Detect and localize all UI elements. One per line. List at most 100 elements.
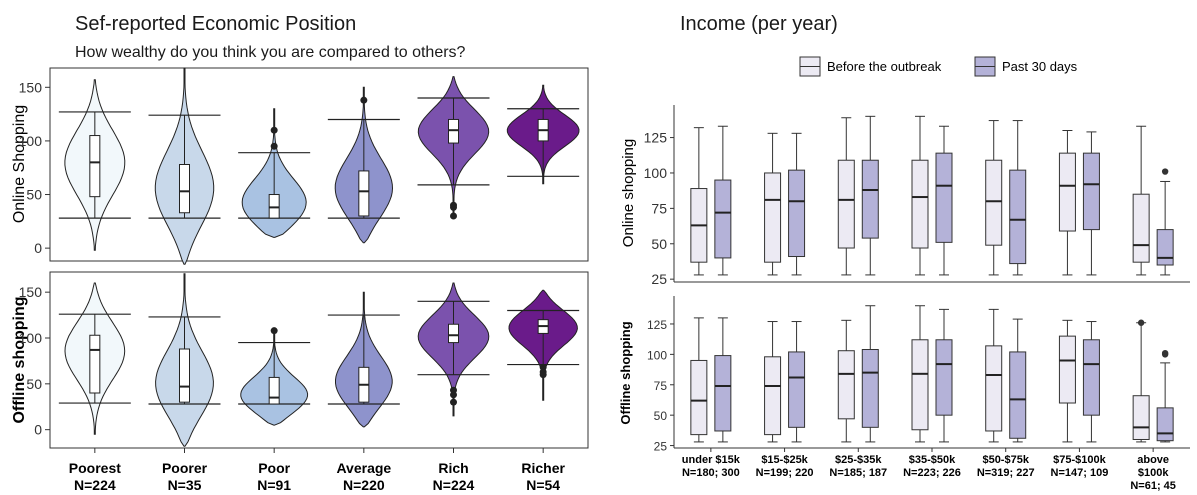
y-tick-label: 125 (644, 130, 668, 146)
y-tick-label: 150 (19, 79, 43, 95)
violin-outlier (539, 363, 547, 371)
violin-outlier (450, 386, 457, 394)
violin-outlier (450, 398, 457, 406)
category-label: $50-$75k (982, 454, 1029, 466)
category-label: $75-$100k (1053, 454, 1106, 466)
box-past30 (861, 159, 879, 239)
category-label: Rich (438, 460, 468, 476)
left-chart-subtitle: How wealthy do you think you are compare… (75, 44, 466, 61)
box-past30 (935, 339, 953, 416)
left-chart-title: Sef-reported Economic Position (75, 13, 356, 35)
box-panel-online-ylabel: Online shopping (620, 139, 637, 247)
box-before (985, 159, 1003, 246)
category-count: N=35 (168, 477, 202, 493)
box-outlier-before (1137, 319, 1145, 326)
box-past30 (788, 169, 806, 258)
category-count: N=180; 300 (682, 467, 740, 479)
legend: Before the outbreak Past 30 days (799, 56, 1078, 77)
category-label: under $15k (682, 454, 741, 466)
box-past30 (714, 179, 732, 259)
box-before (911, 339, 929, 431)
y-tick-label: 50 (26, 187, 42, 203)
category-count: N=54 (526, 477, 560, 493)
legend-label-before: Before the outbreak (827, 59, 942, 74)
violin-box (89, 135, 101, 198)
box-past30 (1082, 152, 1100, 231)
box-panel-online: Online shopping 25 50 75 100 125 (620, 105, 1190, 287)
category-label: Poor (258, 460, 290, 476)
box-past30 (1156, 407, 1174, 442)
category-label: Average (336, 460, 391, 476)
category-count: N=147; 109 (1051, 467, 1109, 479)
violin-outlier (450, 203, 457, 211)
box-outlier-past30 (1161, 349, 1169, 357)
right-chart-title: Income (per year) (680, 13, 838, 35)
box-past30 (788, 351, 806, 428)
category-label: $15-$25k (761, 454, 808, 466)
y-tick-label: 50 (654, 409, 668, 423)
y-tick-label: 100 (19, 330, 43, 346)
box-past30 (714, 355, 732, 432)
box-before (764, 356, 782, 436)
category-count: N=185; 187 (829, 467, 887, 479)
category-count: N=61; 45 (1130, 480, 1176, 492)
violin-panel-online: Online Shopping 0 50 100 150 (11, 67, 589, 265)
y-tick-label: 50 (26, 376, 42, 392)
box-past30 (861, 349, 879, 428)
y-tick-label: 75 (651, 200, 667, 216)
box-before (1132, 193, 1150, 263)
box-before (764, 172, 782, 263)
violin-panel-offline: Offline shopping 0 50 100 150 (11, 271, 589, 449)
violin-outlier (450, 212, 457, 220)
violin-outlier (270, 327, 278, 335)
box-before (1058, 152, 1076, 232)
category-count: N=224 (433, 477, 475, 493)
y-tick-label: 50 (651, 236, 667, 252)
box-outlier-past30 (1161, 168, 1169, 175)
category-count: N=224 (74, 477, 116, 493)
category-label: Poorer (162, 460, 208, 476)
violin-box (448, 323, 459, 344)
violin-outlier (360, 96, 368, 104)
violin-box (448, 118, 459, 144)
box-before (690, 359, 708, 436)
box-before (837, 350, 855, 420)
violin-panel-online-background (49, 67, 589, 262)
violin-panel-offline-background (49, 271, 589, 449)
category-count: N=220 (343, 477, 385, 493)
box-past30 (1082, 339, 1100, 416)
box-past30 (1009, 351, 1027, 439)
y-tick-label: 0 (34, 240, 42, 256)
y-tick-label: 0 (34, 422, 42, 438)
y-tick-label: 25 (654, 440, 668, 454)
category-label: $25-$35k (835, 454, 882, 466)
violin-outlier (270, 126, 278, 134)
category-count: N=223; 226 (903, 467, 961, 479)
category-label: $35-$50k (909, 454, 956, 466)
box-before (837, 159, 855, 249)
box-past30 (1156, 229, 1174, 266)
violin-panel-offline-ylabel: Offline shopping (11, 296, 28, 423)
box-before (911, 159, 929, 249)
category-label: Poorest (69, 460, 121, 476)
y-tick-label: 75 (654, 379, 668, 393)
box-past30 (1009, 169, 1027, 265)
y-tick-label: 150 (19, 284, 43, 300)
violin-outlier (270, 142, 278, 150)
violin-box (179, 348, 190, 403)
y-tick-label: 25 (651, 271, 667, 287)
violin-box (268, 194, 280, 219)
y-tick-label: 100 (19, 133, 43, 149)
category-count: N=319; 227 (977, 467, 1035, 479)
category-count: N=91 (257, 477, 291, 493)
violin-box (89, 334, 101, 394)
y-tick-label: 125 (647, 318, 667, 332)
category-label: above $100k (1137, 454, 1169, 479)
y-tick-label: 100 (647, 348, 667, 362)
category-count: N=199; 220 (756, 467, 814, 479)
violin-panel-online-ylabel: Online Shopping (11, 105, 28, 223)
box-panel-offline: Offline shopping 25 50 75 100 125 (618, 296, 1190, 454)
box-before (1132, 395, 1150, 440)
box-before (1058, 335, 1076, 404)
